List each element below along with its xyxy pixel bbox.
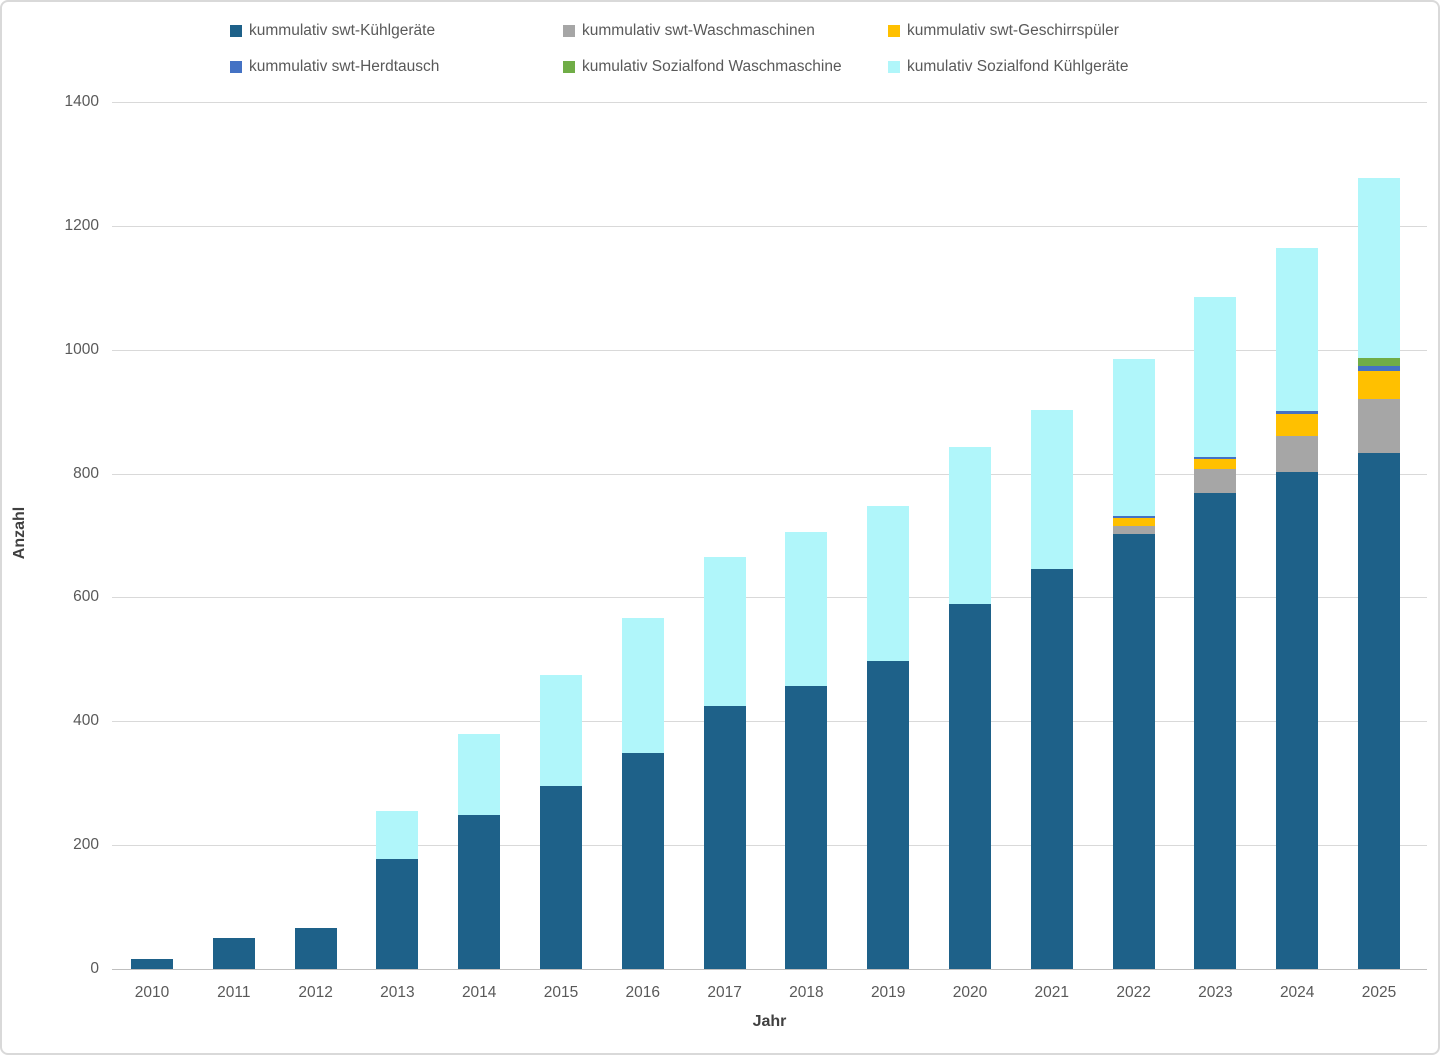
bar-segment xyxy=(621,618,664,754)
legend-item: kummulativ swt-Waschmaschinen xyxy=(563,21,815,41)
x-tick-label: 2014 xyxy=(461,984,497,1001)
bar-segment xyxy=(540,785,582,969)
legend-label: kummulativ swt-Herdtausch xyxy=(249,58,440,75)
legend-swatch-icon xyxy=(563,61,575,73)
y-tick-label: 600 xyxy=(73,588,99,606)
legend-swatch-icon xyxy=(563,25,575,37)
bar-segment xyxy=(867,661,910,969)
y-tick-label: 200 xyxy=(73,836,99,854)
gridline xyxy=(112,102,1427,103)
legend-swatch-icon xyxy=(230,61,242,73)
bar-segment xyxy=(376,811,419,860)
bar-segment xyxy=(1112,359,1155,517)
legend-label: kummulativ swt-Kühlgeräte xyxy=(249,22,436,39)
gridline xyxy=(112,473,1427,475)
bar-segment xyxy=(1194,468,1237,494)
x-axis-title: Jahr xyxy=(752,1013,787,1030)
y-tick-label: 0 xyxy=(90,960,99,977)
x-tick-label: 2016 xyxy=(625,984,661,1001)
gridline xyxy=(112,225,1427,227)
x-tick-label: 2020 xyxy=(952,984,988,1001)
gridline xyxy=(112,845,1427,847)
bar-segment xyxy=(1030,410,1073,569)
x-tick-label: 2022 xyxy=(1116,984,1151,1001)
bar-segment xyxy=(1112,516,1155,519)
bar-segment xyxy=(1112,534,1155,969)
bar-segment xyxy=(131,959,173,969)
bar-segment xyxy=(1276,414,1319,436)
legend-swatch-icon xyxy=(888,25,900,37)
y-tick-label: 400 xyxy=(73,712,99,730)
gridline xyxy=(112,349,1427,351)
y-tick-label: 1000 xyxy=(64,340,99,358)
bar-segment xyxy=(458,734,501,816)
bar-segment xyxy=(785,685,828,969)
bar-segment xyxy=(703,557,746,706)
y-tick-label: 1200 xyxy=(64,216,99,234)
bar-segment xyxy=(1276,435,1319,473)
legend-item: kummulativ swt-Kühlgeräte xyxy=(230,21,435,41)
bar-segment xyxy=(1112,518,1155,526)
bar-segment xyxy=(1276,247,1319,412)
y-axis-title: Anzahl xyxy=(11,506,28,560)
bar-segment xyxy=(1358,370,1400,400)
bar-segment xyxy=(1276,411,1319,415)
bar-segment xyxy=(1112,525,1155,535)
x-axis-line xyxy=(112,969,1427,970)
bar-segment xyxy=(1358,177,1400,358)
legend-label: kumulativ Sozialfond Kühlgeräte xyxy=(907,58,1129,75)
legend-swatch-icon xyxy=(230,25,242,37)
bar-segment xyxy=(1358,399,1400,453)
bar-segment xyxy=(458,815,501,969)
bar-segment xyxy=(867,506,910,662)
legend-item: kumulativ Sozialfond Waschmaschine xyxy=(563,57,842,77)
bar-segment xyxy=(294,928,337,969)
legend-item: kumulativ Sozialfond Kühlgeräte xyxy=(888,57,1128,77)
bar-segment xyxy=(1194,458,1237,469)
legend-label: kummulativ swt-Waschmaschinen xyxy=(582,22,815,39)
bar-segment xyxy=(540,675,582,786)
x-tick-label: 2013 xyxy=(380,984,415,1001)
bar-segment xyxy=(1358,452,1400,969)
x-tick-label: 2012 xyxy=(298,984,333,1001)
legend-label: kumulativ Sozialfond Waschmaschine xyxy=(582,58,842,75)
x-tick-label: 2019 xyxy=(870,984,906,1001)
gridline xyxy=(112,597,1427,599)
legend-label: kummulativ swt-Geschirrspüler xyxy=(907,22,1119,39)
bar-segment xyxy=(1030,568,1073,969)
gridline xyxy=(112,721,1427,723)
x-tick-label: 2017 xyxy=(707,984,742,1001)
bar-segment xyxy=(949,603,991,969)
x-tick-label: 2011 xyxy=(217,984,251,1001)
legend-item: kummulativ swt-Herdtausch xyxy=(230,57,439,77)
bar-segment xyxy=(376,859,419,969)
bar-segment xyxy=(703,705,746,969)
bar-segment xyxy=(212,938,255,969)
bar-segment xyxy=(1358,357,1400,366)
bar-segment xyxy=(1194,456,1237,459)
x-tick-label: 2023 xyxy=(1198,984,1233,1001)
x-tick-label: 2010 xyxy=(134,984,170,1001)
x-tick-label: 2024 xyxy=(1279,984,1315,1001)
bar-segment xyxy=(1276,472,1319,969)
bar-segment xyxy=(949,446,991,604)
x-tick-label: 2021 xyxy=(1034,984,1070,1001)
legend-swatch-icon xyxy=(888,61,900,73)
legend-item: kummulativ swt-Geschirrspüler xyxy=(888,21,1119,41)
bar-segment xyxy=(1358,365,1400,371)
y-tick-label: 800 xyxy=(73,464,99,482)
bar-segment xyxy=(785,531,828,686)
x-tick-label: 2018 xyxy=(789,984,824,1001)
bar-segment xyxy=(1194,493,1237,969)
x-tick-label: 2015 xyxy=(543,984,579,1001)
bar-segment xyxy=(621,753,664,969)
y-tick-label: 1400 xyxy=(64,93,99,110)
x-tick-label: 2025 xyxy=(1361,984,1397,1001)
bar-segment xyxy=(1194,297,1237,457)
